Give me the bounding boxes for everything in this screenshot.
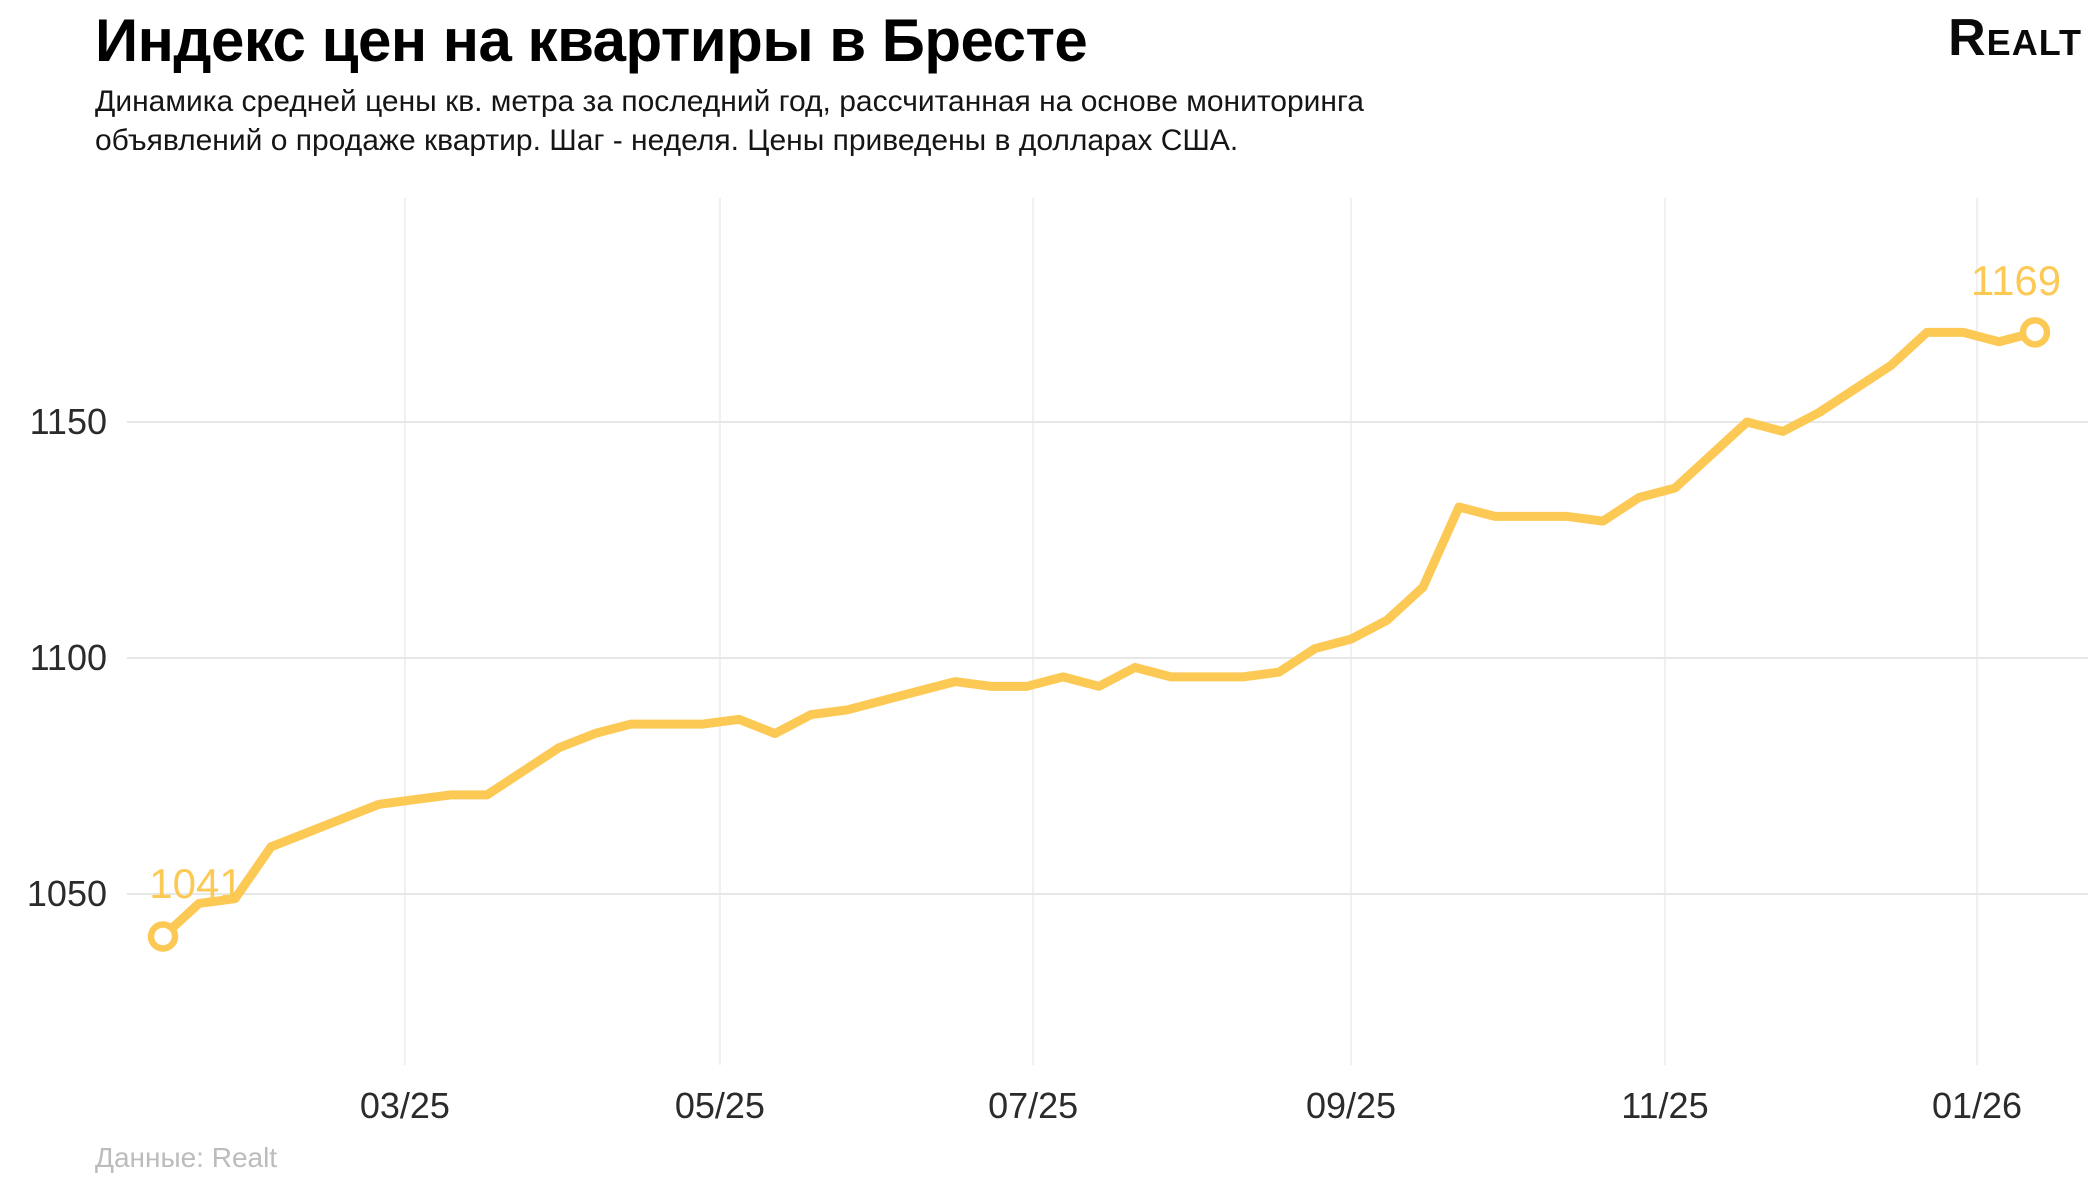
x-tick-label: 05/25 [674, 1085, 765, 1126]
x-tick-label: 01/26 [1931, 1085, 2023, 1126]
last-point-label: 1169 [1970, 257, 2062, 305]
end-marker [2019, 317, 2051, 348]
page-title: Индекс цен на квартиры в Бресте [95, 7, 1088, 74]
realt-logo: Realt [1948, 9, 2082, 67]
x-tick-label: 03/25 [359, 1085, 450, 1126]
x-tick-label: 07/25 [988, 1085, 1079, 1126]
y-tick-label: 1100 [29, 637, 107, 678]
y-tick-label: 1050 [26, 873, 107, 914]
start-marker [147, 921, 179, 952]
y-tick-label: 1150 [29, 401, 107, 442]
data-source-note: Данные: Realt [95, 1142, 278, 1173]
price-line [158, 327, 2040, 941]
page-subtitle: Динамика средней цены кв. метра за после… [95, 85, 1364, 157]
x-tick-label: 11/25 [1621, 1085, 1709, 1126]
x-tick-label: 09/25 [1305, 1085, 1397, 1126]
first-point-label: 1041 [149, 860, 243, 908]
